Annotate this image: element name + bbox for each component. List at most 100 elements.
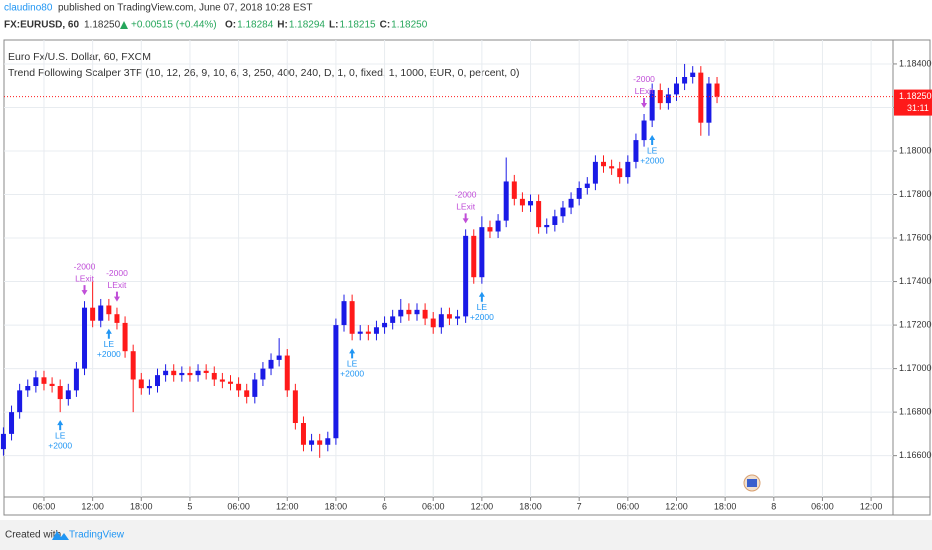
candle-body bbox=[252, 379, 258, 397]
x-tick-label: 12:00 bbox=[276, 501, 299, 511]
x-tick-label: 12:00 bbox=[860, 501, 883, 511]
candle-body bbox=[9, 412, 15, 434]
candle-body bbox=[300, 423, 306, 445]
last-price-box bbox=[894, 89, 932, 116]
countdown: 31:11 bbox=[907, 103, 929, 113]
candle-body bbox=[673, 83, 679, 95]
candle-body bbox=[187, 372, 193, 376]
ohlc-value: 1.18215 bbox=[339, 20, 376, 31]
candle-body bbox=[495, 220, 501, 232]
x-tick-label: 18:00 bbox=[714, 501, 737, 511]
entry-arrow bbox=[105, 328, 112, 339]
footer-bar bbox=[0, 520, 932, 550]
candle-body bbox=[106, 305, 112, 315]
ohlc: O: 1.18284 H: 1.18294 L: 1.18215 C: 1.18250 bbox=[225, 20, 428, 31]
candle-body bbox=[179, 372, 185, 376]
x-tick-label: 18:00 bbox=[519, 501, 542, 511]
candle-body bbox=[560, 207, 566, 217]
candle-body bbox=[138, 379, 144, 389]
entry-arrow bbox=[478, 291, 485, 302]
frame bbox=[3, 39, 931, 516]
ohlc-label: O: bbox=[225, 20, 236, 31]
x-tick-label: 06:00 bbox=[811, 501, 834, 511]
candle-body bbox=[544, 224, 550, 228]
entry-arrow bbox=[57, 420, 64, 431]
candle-body bbox=[698, 72, 704, 123]
candle-body bbox=[227, 381, 233, 384]
candle-body bbox=[430, 318, 436, 328]
y-tick-label: 1.17800 bbox=[899, 189, 932, 199]
candle-body bbox=[714, 83, 720, 97]
candle-body bbox=[373, 327, 379, 334]
candle-body bbox=[146, 386, 152, 389]
y-tick-label: 1.16800 bbox=[899, 407, 932, 417]
candle-body bbox=[706, 83, 712, 123]
footer-brand[interactable]: TradingView bbox=[69, 530, 125, 541]
candle-body bbox=[236, 383, 242, 391]
entry-arrow bbox=[349, 348, 356, 359]
y-tick-label: 1.17200 bbox=[899, 319, 932, 329]
x-tick-label: 18:00 bbox=[130, 501, 153, 511]
candle-body bbox=[195, 370, 201, 376]
candle-body bbox=[690, 72, 696, 77]
exit-amount: -2000 bbox=[106, 268, 128, 278]
candle-body bbox=[82, 307, 88, 369]
legend-symbol: Euro Fx/U.S. Dollar, 60, FXCM bbox=[8, 51, 151, 63]
candle-body bbox=[649, 90, 655, 121]
candle-body bbox=[601, 161, 607, 167]
candle-body bbox=[406, 309, 412, 315]
y-tick-label: 1.17600 bbox=[899, 232, 932, 242]
entry-label: LE bbox=[347, 359, 358, 369]
up-arrow bbox=[120, 21, 128, 29]
x-tick-label: 06:00 bbox=[33, 501, 56, 511]
candle-body bbox=[25, 386, 31, 391]
exit-arrow bbox=[113, 291, 120, 302]
candle-body bbox=[33, 377, 39, 387]
candle-body bbox=[98, 305, 104, 321]
candle-body bbox=[682, 76, 688, 84]
entry-amount: +2000 bbox=[340, 369, 364, 379]
entry-label: LE bbox=[55, 430, 66, 440]
candle-body bbox=[317, 440, 323, 445]
candle-body bbox=[73, 368, 79, 391]
candle-body bbox=[592, 161, 598, 184]
ohlc-value: 1.18250 bbox=[391, 20, 428, 31]
candle-body bbox=[609, 166, 615, 169]
candle-body bbox=[130, 351, 136, 380]
candle-body bbox=[244, 390, 250, 397]
candle-body bbox=[260, 368, 266, 380]
candle-body bbox=[665, 94, 671, 104]
footer-created: Created with bbox=[5, 530, 61, 541]
exit-amount: -2000 bbox=[74, 261, 96, 271]
x-tick-label: 06:00 bbox=[227, 501, 250, 511]
candle-body bbox=[471, 235, 477, 278]
x-tick-label: 8 bbox=[771, 501, 776, 511]
candle-body bbox=[122, 322, 128, 352]
entry-amount: +2000 bbox=[470, 312, 494, 322]
candle-body bbox=[341, 301, 347, 326]
y-tick-label: 1.16600 bbox=[899, 450, 932, 460]
x-tick-label: 7 bbox=[577, 501, 582, 511]
legend-study: Trend Following Scalper 3TF (10, 12, 26,… bbox=[8, 67, 519, 79]
candle-body bbox=[584, 183, 590, 188]
ohlc-label: C: bbox=[380, 20, 391, 31]
x-tick-label: 5 bbox=[187, 501, 192, 511]
author[interactable]: claudino80 bbox=[4, 3, 53, 14]
candle-body bbox=[446, 314, 452, 319]
ohlc-value: 1.18284 bbox=[237, 20, 274, 31]
x-tick-label: 06:00 bbox=[422, 501, 445, 511]
exit-label: LExit bbox=[456, 202, 476, 212]
candle-body bbox=[503, 181, 509, 221]
event-flag bbox=[747, 479, 757, 487]
exit-amount: -2000 bbox=[455, 190, 477, 200]
x-tick-label: 18:00 bbox=[325, 501, 348, 511]
candle-body bbox=[203, 370, 209, 373]
candle-body bbox=[422, 309, 428, 319]
candle-body bbox=[528, 201, 534, 206]
exit-arrow bbox=[462, 213, 469, 224]
entry-label: LE bbox=[104, 339, 115, 349]
y-tick-label: 1.18000 bbox=[899, 145, 932, 155]
candle-body bbox=[41, 377, 47, 384]
